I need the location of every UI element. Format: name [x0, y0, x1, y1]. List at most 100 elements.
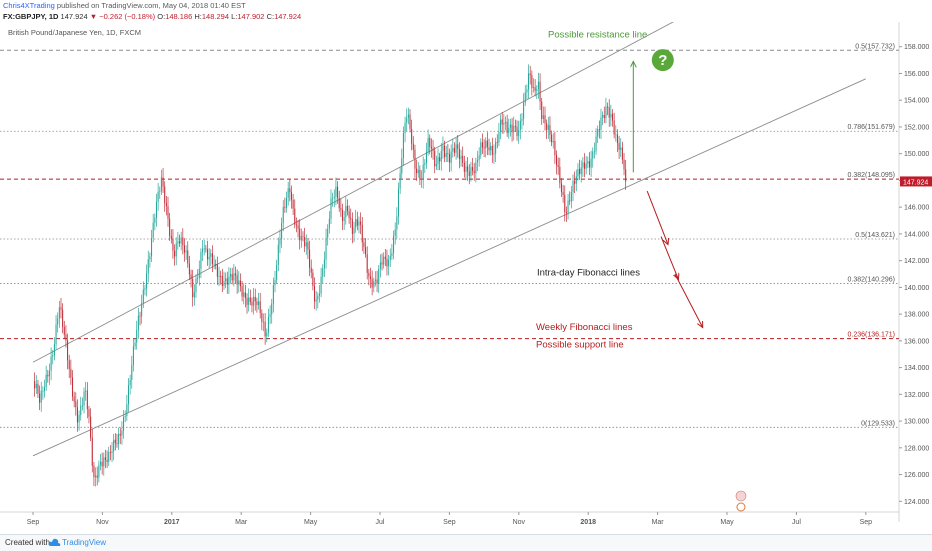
candle-body [333, 196, 335, 198]
candle-body [402, 132, 404, 158]
candle-body [490, 145, 492, 151]
x-tick-label: 2017 [164, 519, 180, 526]
event-flag-icon [735, 490, 747, 502]
candle-body [547, 125, 549, 130]
candle-body [439, 157, 441, 162]
candle-body [557, 165, 559, 167]
candle-body [360, 221, 362, 225]
candle-body [598, 129, 600, 130]
candle-body [379, 262, 381, 270]
fib-level-label: 0.5(143.621) [855, 232, 895, 239]
candle-body [47, 374, 49, 377]
candle-body [516, 126, 518, 137]
candle-body [536, 89, 538, 91]
candle-body [302, 236, 304, 237]
fib-level-label: 0.786(151.679) [848, 124, 895, 131]
candle-body [425, 151, 428, 164]
candle-body [621, 147, 623, 160]
x-tick-label: Sep [860, 519, 873, 526]
candle-body [146, 273, 148, 289]
candle-body [220, 275, 222, 277]
y-tick-label: 142.000 [904, 258, 929, 265]
candle-body [618, 143, 620, 150]
x-tick-label: Mar [235, 519, 248, 526]
candle-body [238, 280, 240, 285]
candle-body [496, 142, 498, 143]
candle-body [457, 144, 459, 149]
candle-body [607, 106, 609, 108]
candle-body [34, 380, 36, 389]
candle-body [504, 121, 507, 124]
y-tick-label: 136.000 [904, 338, 929, 345]
candle-body [141, 303, 143, 317]
candle-body [57, 318, 59, 325]
candle-body [226, 278, 228, 285]
fib-level-label: 0(129.533) [861, 420, 895, 427]
candle-body [144, 288, 146, 290]
candle-body [564, 194, 566, 213]
candle-body [167, 206, 169, 219]
candle-body [455, 144, 457, 153]
candle-body [337, 186, 339, 198]
x-tick-label: May [304, 519, 318, 526]
candle-body [147, 259, 149, 274]
candle-body [269, 314, 271, 317]
candle-body [373, 281, 375, 288]
candle-body [151, 238, 153, 257]
candle-body [157, 192, 159, 202]
y-tick-label: 156.000 [904, 71, 929, 78]
candle-body [185, 250, 187, 253]
candle-body [90, 416, 92, 438]
candle-body [424, 163, 426, 165]
candle-body [124, 415, 126, 417]
candle-body [478, 155, 480, 160]
candle-body [131, 365, 133, 380]
candle-body [351, 219, 353, 234]
candle-body [88, 409, 90, 417]
candle-body [203, 248, 205, 250]
y-tick-label: 154.000 [904, 98, 929, 105]
candle-body [355, 219, 357, 228]
candle-body [559, 166, 561, 184]
candle-body [53, 344, 55, 356]
candle-body [503, 123, 505, 125]
y-tick-label: 124.000 [904, 499, 929, 506]
candle-body [600, 117, 602, 130]
candle-body [206, 249, 209, 260]
candle-body [544, 115, 546, 124]
candle-body [213, 264, 215, 265]
x-tick-label: Jul [792, 519, 801, 526]
candle-body [320, 276, 322, 294]
author-link[interactable]: Chris4XTrading [3, 1, 55, 10]
candle-body [299, 228, 301, 241]
low-value: 147.902 [237, 12, 265, 21]
candle-body [562, 192, 564, 195]
candle-body [615, 134, 617, 136]
candle-body [137, 315, 139, 330]
candle-body [251, 301, 253, 306]
candle-body [572, 180, 574, 193]
y-tick-label: 150.000 [904, 151, 929, 158]
candle-body [295, 224, 297, 226]
candle-body [338, 197, 340, 209]
candle-body [228, 276, 230, 285]
candle-body [384, 256, 386, 259]
candle-body [388, 259, 390, 267]
candle-body [476, 159, 479, 163]
close-value: 147.924 [274, 12, 302, 21]
candle-body [287, 188, 289, 198]
candle-body [42, 390, 44, 392]
price-chart[interactable]: British Pound/Japanese Yen, 1D, FXCM 158.… [0, 22, 932, 534]
candle-body [616, 134, 618, 144]
candle-body [139, 315, 141, 317]
tradingview-brand[interactable]: TradingView [62, 538, 107, 547]
candle-body [272, 285, 274, 304]
candle-body [52, 355, 54, 357]
x-tick-label: 2018 [580, 519, 596, 526]
candle-body [202, 248, 204, 252]
candle-body [378, 269, 380, 284]
candle-body [127, 385, 130, 405]
candle-body [453, 148, 455, 153]
candle-body [524, 92, 526, 103]
candle-body [369, 276, 372, 279]
